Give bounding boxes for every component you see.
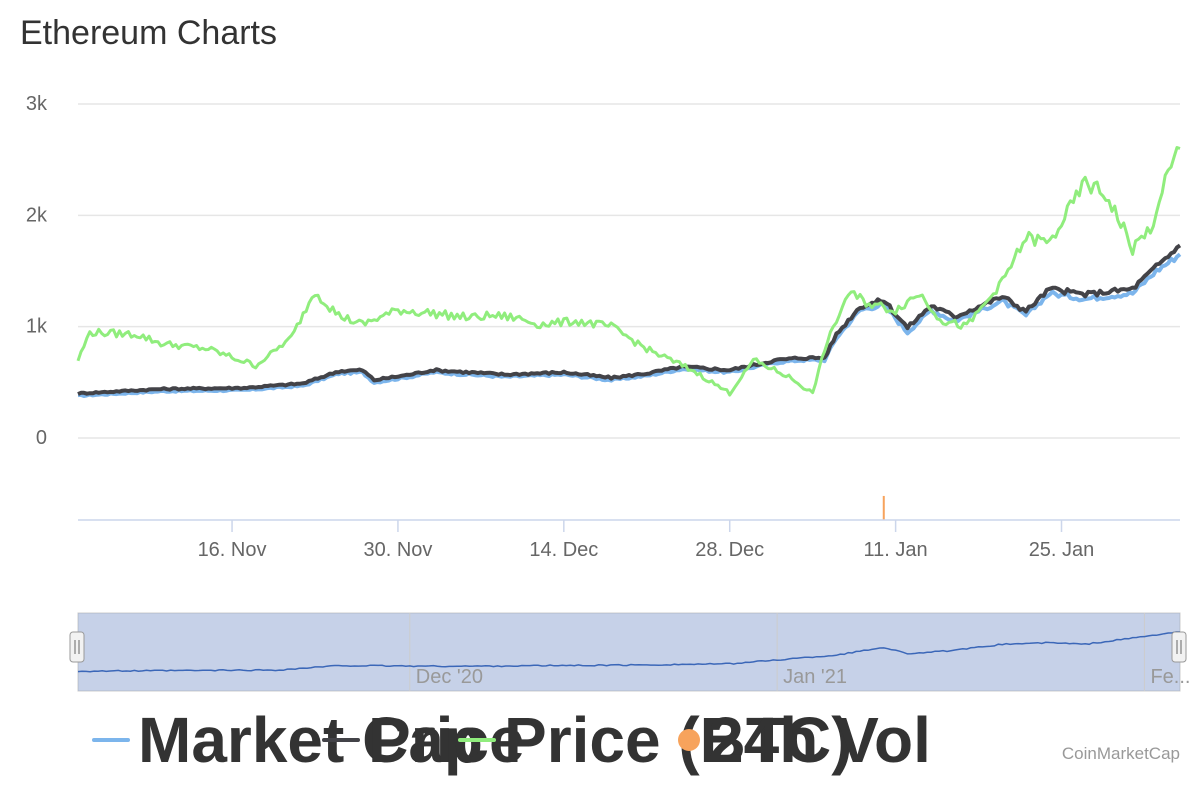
navigator-label: Fe... — [1150, 666, 1190, 688]
navigator-background — [77, 612, 1181, 692]
navigator-grid — [409, 613, 1145, 691]
legend-label: Price — [368, 704, 525, 776]
grid-lines — [78, 103, 1180, 439]
legend-label: Market Cap — [138, 704, 483, 776]
legend-24h-vol-symbol — [678, 729, 700, 751]
navigator-label: Dec '20 — [416, 666, 483, 688]
navigator-label: Jan '21 — [783, 666, 847, 688]
volume-bars — [882, 495, 885, 520]
x-tick-label: 14. Dec — [529, 539, 598, 561]
series-line-price[interactable] — [77, 243, 1182, 396]
legend-item-price[interactable]: Price — [322, 700, 525, 780]
x-tick-label: 25. Jan — [1029, 539, 1095, 561]
y-axis-labels: 0 1k 2k 3k — [26, 93, 48, 449]
legend: Market Cap Price Price (BTC) 24h Vol — [92, 700, 1012, 780]
series-line-market-cap[interactable] — [77, 252, 1182, 398]
legend-item-24h-vol[interactable]: 24h Vol — [678, 700, 931, 780]
navigator-line — [77, 631, 1180, 673]
x-tick-label: 16. Nov — [198, 539, 267, 561]
legend-price-btc-symbol — [458, 738, 496, 742]
volume-bar[interactable] — [882, 495, 885, 520]
navigator-series — [77, 631, 1180, 673]
x-tick-label: 28. Dec — [695, 539, 764, 561]
y-tick-label: 1k — [26, 316, 48, 338]
x-axis-ticks: 16. Nov 30. Nov 14. Dec 28. Dec 11. Jan 25. J… — [198, 520, 1095, 561]
y-tick-label: 0 — [36, 427, 47, 449]
legend-item-market-cap[interactable]: Market Cap — [92, 700, 483, 780]
navigator-right-handle[interactable] — [1171, 631, 1187, 663]
x-tick-label: 30. Nov — [363, 539, 432, 561]
y-tick-label: 3k — [26, 93, 48, 115]
legend-label: 24h Vol — [708, 704, 931, 776]
navigator[interactable]: Dec '20 Jan '21 Fe... — [69, 612, 1191, 692]
y-tick-label: 2k — [26, 204, 48, 226]
plot-series — [76, 146, 1182, 398]
legend-price-symbol — [322, 738, 360, 742]
navigator-selection[interactable] — [78, 613, 1180, 691]
x-tick-label: 11. Jan — [864, 539, 928, 561]
chart-title: Ethereum Charts — [20, 14, 277, 52]
credits-link[interactable]: CoinMarketCap — [1061, 744, 1180, 763]
navigator-left-handle[interactable] — [69, 631, 85, 663]
legend-market-cap-symbol — [92, 738, 130, 742]
navigator-labels: Dec '20 Jan '21 Fe... — [416, 666, 1191, 688]
series-line-price-btc[interactable] — [76, 146, 1181, 397]
